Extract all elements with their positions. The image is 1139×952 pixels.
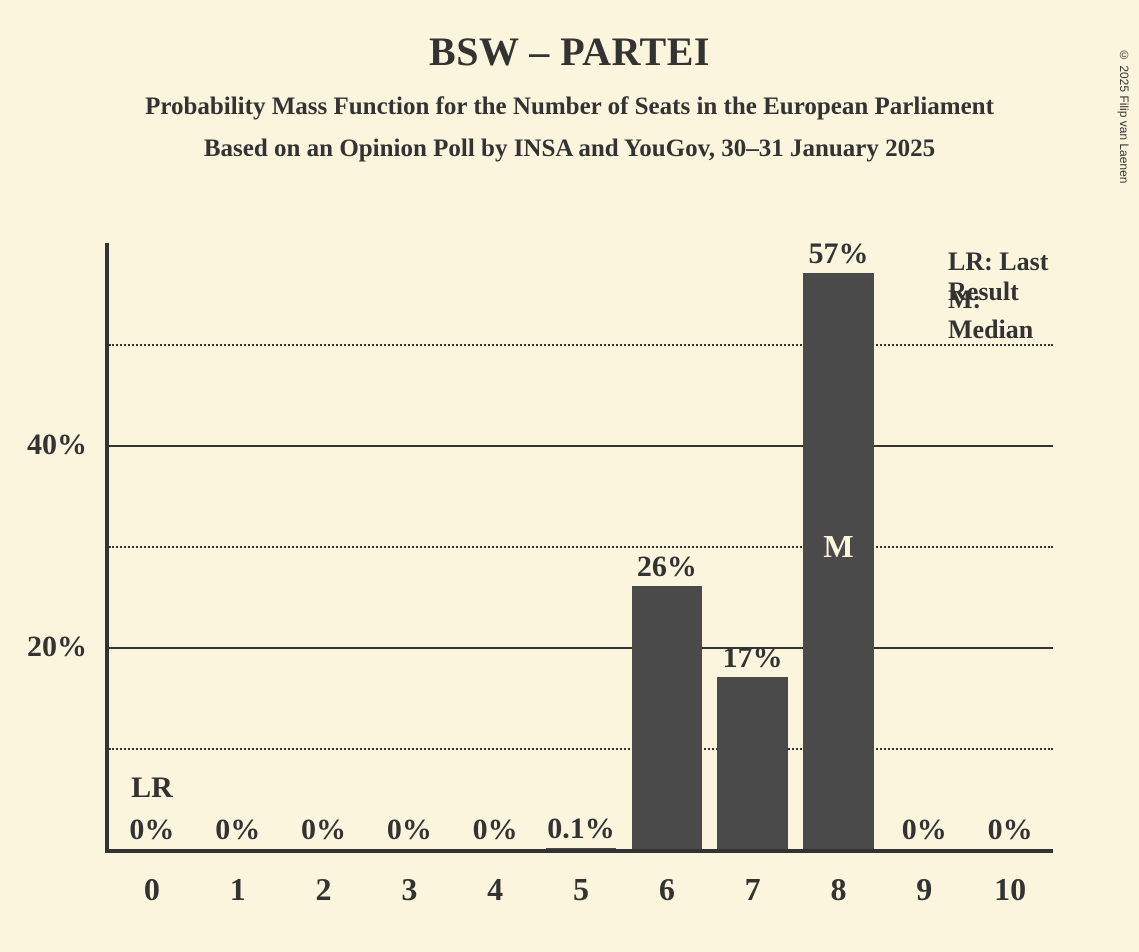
bar-value-label: 0% (473, 813, 518, 847)
x-tick-label: 5 (573, 871, 589, 908)
grid-minor-line (109, 748, 1053, 750)
y-axis (105, 243, 109, 853)
chart-subtitle-1: Probability Mass Function for the Number… (0, 93, 1139, 121)
bar-value-label: 0% (129, 813, 174, 847)
x-tick-label: 10 (994, 871, 1026, 908)
bar-value-label: 26% (637, 550, 697, 584)
chart-plot-area: 20%40%0%LR00%10%20%30%40.1%526%617%757%M… (105, 243, 1053, 853)
x-tick-label: 0 (144, 871, 160, 908)
bar-value-label: 0% (301, 813, 346, 847)
grid-major-line (109, 445, 1053, 447)
bar-value-label: 0% (902, 813, 947, 847)
median-annotation: M (823, 528, 853, 565)
x-tick-label: 7 (745, 871, 761, 908)
bar-value-label: 0.1% (547, 812, 615, 846)
grid-major-line (109, 647, 1053, 649)
x-tick-label: 9 (916, 871, 932, 908)
x-tick-label: 6 (659, 871, 675, 908)
bar-value-label: 0% (988, 813, 1033, 847)
bar (546, 848, 616, 849)
bar-value-label: 0% (387, 813, 432, 847)
bar (632, 586, 702, 849)
grid-minor-line (109, 344, 1053, 346)
chart-title: BSW – PARTEI (0, 28, 1139, 75)
x-tick-label: 3 (401, 871, 417, 908)
bar-value-label: 0% (215, 813, 260, 847)
x-tick-label: 1 (230, 871, 246, 908)
x-tick-label: 2 (316, 871, 332, 908)
x-tick-label: 8 (830, 871, 846, 908)
bar-value-label: 57% (808, 237, 868, 271)
bar (717, 677, 787, 849)
legend-median: M: Median (948, 285, 1053, 345)
grid-minor-line (109, 546, 1053, 548)
bar-value-label: 17% (723, 641, 783, 675)
chart-subtitle-2: Based on an Opinion Poll by INSA and You… (0, 135, 1139, 163)
x-axis (105, 849, 1053, 853)
copyright-text: © 2025 Filip van Laenen (1117, 48, 1131, 183)
y-tick-label: 40% (27, 428, 87, 462)
x-tick-label: 4 (487, 871, 503, 908)
y-tick-label: 20% (27, 630, 87, 664)
last-result-annotation: LR (131, 771, 173, 805)
